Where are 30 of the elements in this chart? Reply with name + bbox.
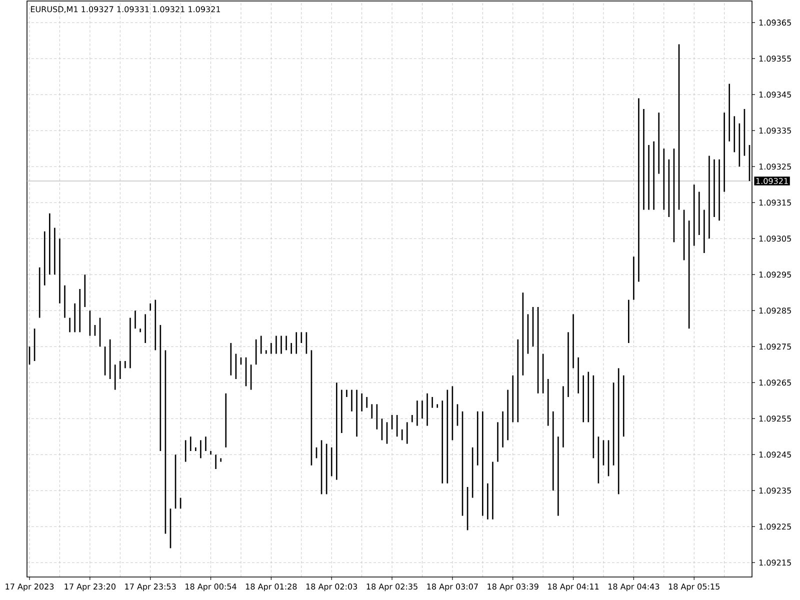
y-tick-label: 1.09345 bbox=[759, 92, 791, 98]
y-tick-label: 1.09285 bbox=[759, 308, 791, 314]
ref-line-label: 1.09321 bbox=[756, 178, 788, 184]
text: EURUSD,M1 1.09327 1.09331 1.09321 1.09321 bbox=[30, 6, 220, 14]
y-tick-label: 1.09215 bbox=[759, 560, 791, 566]
x-tick-label: 17 Apr 23:53 bbox=[125, 584, 176, 592]
y-tick-label: 1.09365 bbox=[759, 20, 791, 26]
y-tick-label: 1.09225 bbox=[759, 524, 791, 530]
y-tick-label: 1.09245 bbox=[759, 452, 791, 458]
x-tick-label: 18 Apr 03:39 bbox=[488, 584, 538, 592]
y-tick-label: 1.09295 bbox=[759, 272, 791, 278]
x-tick-label: 18 Apr 05:15 bbox=[668, 584, 720, 592]
x-tick-label: 18 Apr 03:07 bbox=[427, 584, 478, 592]
y-tick-label: 1.09355 bbox=[759, 56, 791, 62]
y-tick-label: 1.09265 bbox=[759, 380, 791, 386]
y-tick-label: 1.09305 bbox=[759, 236, 791, 242]
x-tick-label: 18 Apr 02:03 bbox=[306, 584, 358, 592]
x-tick-label: 18 Apr 02:35 bbox=[366, 584, 418, 592]
x-tick-label: 18 Apr 01:28 bbox=[246, 584, 297, 592]
y-tick-label: 1.09335 bbox=[759, 128, 791, 134]
y-tick-label: 1.09255 bbox=[759, 416, 791, 422]
x-tick-label: 18 Apr 00:54 bbox=[186, 584, 236, 592]
x-tick-label: 17 Apr 2023 bbox=[6, 584, 54, 592]
y-tick-label: 1.09275 bbox=[759, 344, 791, 350]
x-tick-label: 18 Apr 04:11 bbox=[548, 584, 599, 592]
y-tick-label: 1.09235 bbox=[759, 488, 791, 494]
x-tick-label: 17 Apr 23:20 bbox=[64, 584, 116, 592]
x-tick-label: 18 Apr 04:43 bbox=[608, 584, 660, 592]
y-tick-label: 1.09315 bbox=[759, 200, 791, 206]
y-tick-label: 1.09325 bbox=[759, 164, 791, 170]
